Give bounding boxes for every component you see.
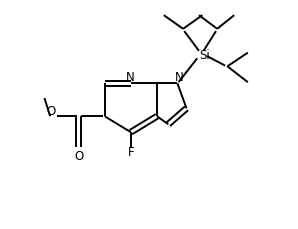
Text: O: O [47,105,56,117]
Text: O: O [74,150,84,162]
Text: N: N [175,71,184,84]
Text: F: F [128,145,134,158]
Text: Si: Si [199,49,210,62]
Text: N: N [126,71,135,84]
